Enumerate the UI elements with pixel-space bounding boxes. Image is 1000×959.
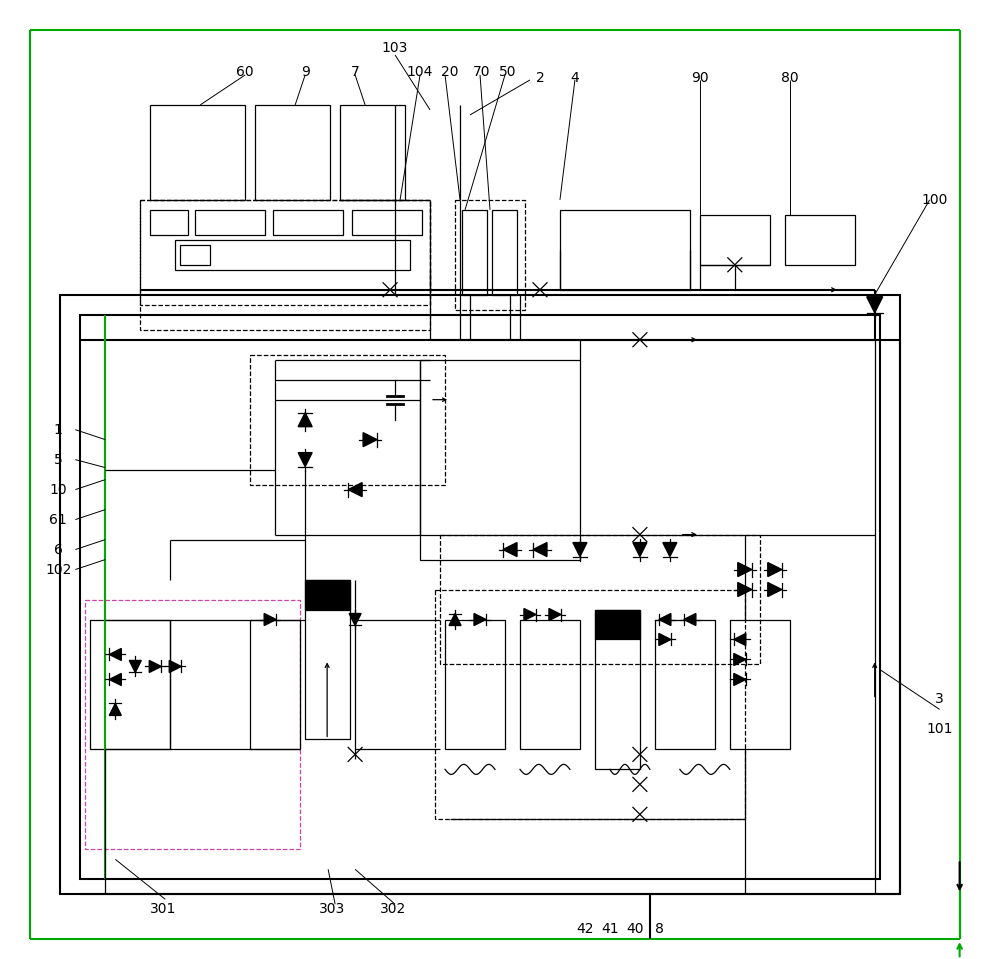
Polygon shape bbox=[768, 582, 782, 596]
Text: 103: 103 bbox=[382, 41, 408, 55]
Bar bbox=[305, 579, 350, 610]
Text: 3: 3 bbox=[935, 692, 944, 707]
Bar bbox=[492, 210, 517, 294]
Polygon shape bbox=[109, 704, 121, 715]
Text: 61: 61 bbox=[49, 512, 67, 526]
Polygon shape bbox=[738, 582, 752, 596]
Text: 42: 42 bbox=[576, 923, 594, 936]
Bar bbox=[435, 590, 745, 819]
Text: 302: 302 bbox=[380, 902, 406, 916]
Polygon shape bbox=[298, 412, 312, 427]
Polygon shape bbox=[533, 543, 547, 556]
Text: 40: 40 bbox=[626, 923, 644, 936]
Text: 9: 9 bbox=[301, 65, 310, 79]
Bar bbox=[700, 215, 770, 265]
Bar bbox=[305, 579, 350, 739]
Bar bbox=[150, 210, 188, 235]
Text: 102: 102 bbox=[45, 563, 72, 576]
Polygon shape bbox=[264, 614, 276, 625]
Bar bbox=[255, 105, 330, 199]
Polygon shape bbox=[734, 673, 746, 686]
Polygon shape bbox=[738, 563, 752, 576]
Text: 303: 303 bbox=[319, 902, 345, 916]
Bar bbox=[655, 620, 715, 749]
Text: 104: 104 bbox=[407, 65, 433, 79]
Text: 70: 70 bbox=[473, 65, 491, 79]
Bar bbox=[730, 620, 790, 749]
Polygon shape bbox=[768, 563, 782, 576]
Text: 50: 50 bbox=[499, 65, 517, 79]
Text: 101: 101 bbox=[926, 722, 953, 737]
Polygon shape bbox=[867, 296, 883, 313]
Text: 80: 80 bbox=[781, 71, 799, 85]
Bar bbox=[250, 355, 445, 484]
Text: 41: 41 bbox=[601, 923, 619, 936]
Text: 60: 60 bbox=[236, 65, 254, 79]
Polygon shape bbox=[149, 661, 161, 672]
Bar bbox=[560, 210, 690, 290]
Bar bbox=[462, 210, 487, 294]
Polygon shape bbox=[503, 543, 517, 556]
Bar bbox=[150, 105, 245, 199]
Polygon shape bbox=[363, 433, 377, 447]
Bar bbox=[140, 199, 430, 330]
Bar bbox=[80, 315, 880, 879]
Text: 6: 6 bbox=[54, 543, 63, 556]
Bar bbox=[785, 215, 855, 265]
Bar bbox=[90, 620, 170, 749]
Bar bbox=[595, 610, 640, 769]
Polygon shape bbox=[684, 614, 696, 625]
Bar bbox=[352, 210, 422, 235]
Text: 100: 100 bbox=[921, 193, 948, 207]
Bar bbox=[340, 105, 405, 199]
Text: 301: 301 bbox=[150, 902, 176, 916]
Polygon shape bbox=[659, 614, 671, 625]
Polygon shape bbox=[449, 614, 461, 625]
Polygon shape bbox=[298, 453, 312, 467]
Bar bbox=[85, 599, 300, 850]
Bar bbox=[180, 245, 210, 265]
Polygon shape bbox=[663, 543, 677, 556]
Text: 7: 7 bbox=[351, 65, 359, 79]
Text: 20: 20 bbox=[441, 65, 459, 79]
Polygon shape bbox=[734, 634, 746, 645]
Polygon shape bbox=[549, 609, 561, 620]
Bar bbox=[520, 620, 580, 749]
Bar bbox=[250, 620, 300, 749]
Bar bbox=[175, 240, 410, 269]
Polygon shape bbox=[348, 482, 362, 497]
Text: 8: 8 bbox=[655, 923, 664, 936]
Bar bbox=[273, 210, 343, 235]
Bar bbox=[420, 360, 580, 559]
Text: 2: 2 bbox=[536, 71, 544, 85]
Bar bbox=[140, 199, 430, 305]
Text: 4: 4 bbox=[571, 71, 579, 85]
Polygon shape bbox=[349, 614, 361, 625]
Polygon shape bbox=[573, 543, 587, 556]
Bar bbox=[195, 210, 265, 235]
Polygon shape bbox=[109, 673, 121, 686]
Bar bbox=[455, 199, 525, 310]
Text: 10: 10 bbox=[50, 482, 67, 497]
Bar bbox=[440, 534, 760, 665]
Polygon shape bbox=[659, 634, 671, 645]
Polygon shape bbox=[474, 614, 486, 625]
Polygon shape bbox=[633, 543, 647, 556]
Polygon shape bbox=[524, 609, 536, 620]
Bar bbox=[445, 620, 505, 749]
Bar bbox=[60, 294, 900, 895]
Text: 1: 1 bbox=[54, 423, 63, 436]
Bar bbox=[595, 610, 640, 640]
Text: 5: 5 bbox=[54, 453, 63, 467]
Polygon shape bbox=[169, 661, 181, 672]
Polygon shape bbox=[129, 661, 141, 672]
Text: 90: 90 bbox=[691, 71, 709, 85]
Polygon shape bbox=[109, 648, 121, 661]
Polygon shape bbox=[734, 653, 746, 666]
